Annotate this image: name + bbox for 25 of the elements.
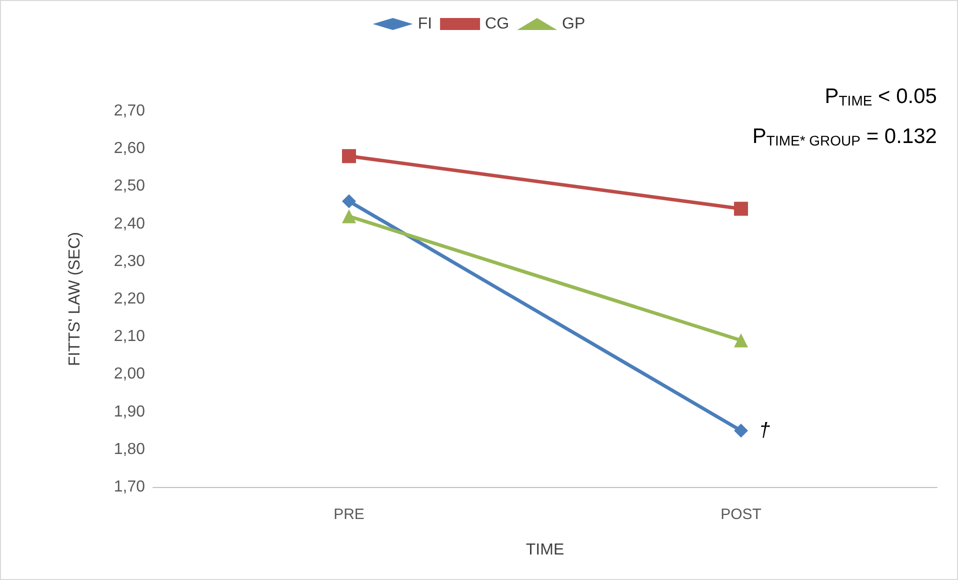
y-tick-label: 1,80 xyxy=(114,440,146,458)
point xyxy=(342,194,356,208)
y-tick-label: 2,50 xyxy=(114,178,146,195)
x-axis-title: TIME xyxy=(526,542,564,558)
point xyxy=(342,149,356,164)
legend-label: FI xyxy=(418,16,432,32)
point xyxy=(734,424,748,438)
legend-label: GP xyxy=(562,16,586,32)
y-tick-label: 1,70 xyxy=(114,478,146,496)
legend-label: CG xyxy=(485,16,510,32)
point xyxy=(734,202,748,216)
y-tick-label: 2,30 xyxy=(114,252,146,270)
y-tick-label: 2,10 xyxy=(114,328,146,346)
text: PTIME < 0.05 xyxy=(824,85,938,108)
annotation: † xyxy=(759,420,770,442)
y-tick-label: 2,60 xyxy=(114,140,146,158)
y-tick-label: 2,00 xyxy=(114,366,146,383)
x-tick-label: POST xyxy=(720,506,762,523)
annotation: PTIME* GROUP = 0.132 xyxy=(752,125,937,148)
y-tick-label: 2,40 xyxy=(114,215,146,232)
y-tick-label: 1,90 xyxy=(114,403,146,420)
y-axis-title: FITTS' LAW (SEC) xyxy=(66,232,84,366)
y-tick-label: 2,70 xyxy=(114,102,146,120)
x-tick-label: PRE xyxy=(334,506,364,523)
y-tick-label: 2,20 xyxy=(114,290,146,308)
